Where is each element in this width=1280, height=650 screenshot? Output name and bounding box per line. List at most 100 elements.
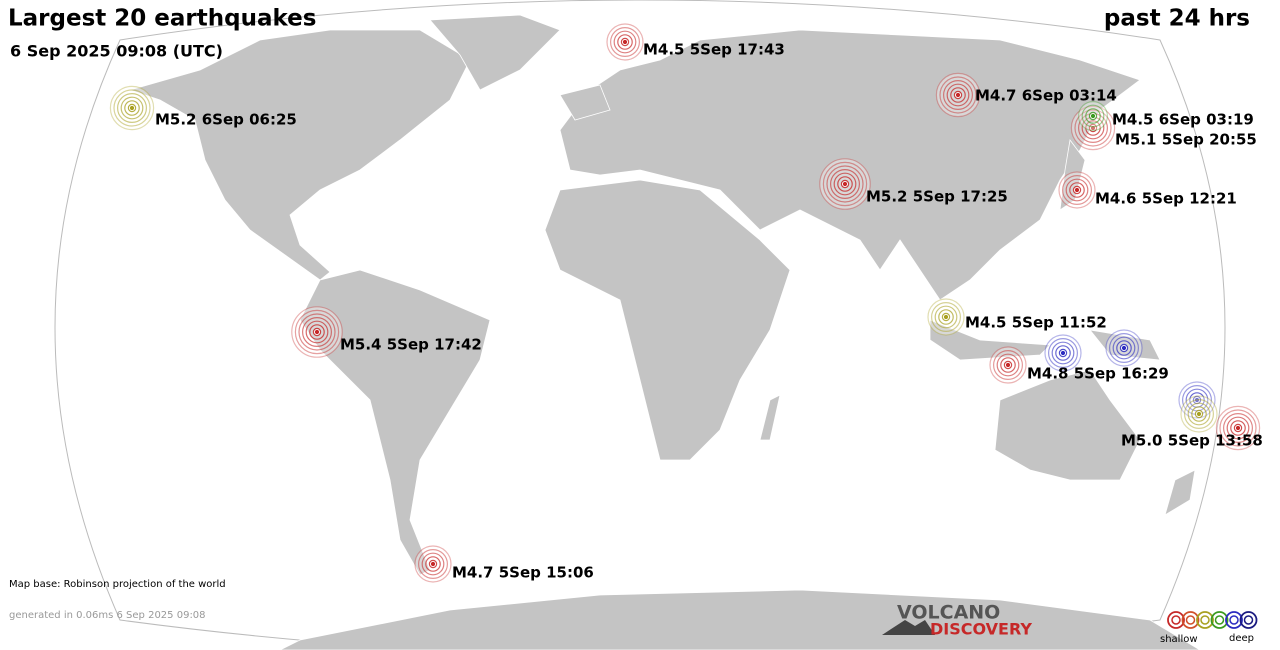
ring (1065, 178, 1089, 202)
quake-label: M4.5 6Sep 03:19 (1112, 111, 1254, 129)
quake (819, 158, 871, 210)
ring (833, 172, 857, 196)
ring (1230, 420, 1246, 436)
logo: VOLCANO DISCOVERY (882, 602, 1032, 639)
ring (421, 552, 445, 576)
quake (1180, 395, 1218, 433)
logo-line2: DISCOVERY (930, 620, 1032, 639)
quake (1044, 334, 1082, 372)
ring (1222, 413, 1253, 444)
quake-label: M4.5 5Sep 11:52 (965, 314, 1107, 332)
ring-center (1194, 397, 1200, 403)
ring (617, 34, 633, 50)
quake (989, 346, 1027, 384)
ring (1069, 182, 1085, 198)
ring-center (955, 92, 961, 98)
ring (1047, 338, 1078, 369)
quake-label: M5.2 6Sep 06:25 (155, 111, 297, 129)
logo-line1: VOLCANO (897, 602, 1000, 624)
ring (309, 324, 325, 340)
legend-ring (1243, 615, 1254, 625)
ring (418, 548, 449, 579)
land (128, 14, 1201, 650)
legend-ring (1214, 615, 1225, 625)
ring (826, 165, 864, 203)
quake (927, 298, 965, 336)
ring (1233, 423, 1243, 433)
ring (116, 92, 147, 123)
ring (1058, 348, 1068, 358)
ring (840, 179, 850, 189)
quake (1105, 329, 1143, 367)
ring (1194, 409, 1204, 419)
ring (1108, 333, 1139, 364)
ring (992, 350, 1023, 381)
ring (1219, 409, 1257, 447)
quake (109, 85, 155, 131)
ring (1187, 402, 1211, 426)
ring (1061, 175, 1092, 206)
ring (428, 559, 438, 569)
ring (953, 90, 963, 100)
legend-ring (1181, 611, 1200, 629)
ring (939, 76, 977, 114)
ring (1051, 341, 1075, 365)
ring (1000, 357, 1016, 373)
ring (829, 169, 860, 200)
legend: shallow deep (1160, 611, 1258, 645)
ring-center (1090, 113, 1096, 119)
ring (305, 320, 329, 344)
ring (930, 302, 961, 333)
quake (291, 306, 343, 358)
ring (1003, 360, 1013, 370)
quake-label: M4.8 5Sep 16:29 (1027, 365, 1169, 383)
legend-ring (1200, 615, 1210, 625)
ring (1055, 345, 1071, 361)
quake-label: M5.1 5Sep 20:55 (1115, 131, 1257, 149)
quake-label: M4.5 5Sep 17:43 (643, 41, 785, 59)
ring (113, 89, 151, 127)
ring (942, 79, 973, 110)
ring (1116, 340, 1132, 356)
ring-center (314, 329, 320, 335)
ring (950, 87, 966, 103)
ring (124, 100, 140, 116)
quake (935, 72, 981, 118)
title: Largest 20 earthquakes (8, 6, 316, 32)
ring-center (622, 39, 628, 45)
ring (294, 309, 340, 355)
quake-label: M4.7 5Sep 15:06 (452, 564, 594, 582)
legend-ring (1171, 615, 1181, 625)
ring (302, 317, 333, 348)
legend-ring (1229, 615, 1239, 625)
quake-label: M5.2 5Sep 17:25 (866, 188, 1008, 206)
ring-center (1196, 411, 1202, 417)
ring-center (943, 314, 949, 320)
ring (938, 309, 954, 325)
ring (1191, 406, 1207, 422)
ring-center (1005, 362, 1011, 368)
legend-shallow: shallow (1160, 634, 1198, 645)
quake (414, 545, 452, 583)
legend-ring (1196, 611, 1214, 629)
ring (312, 327, 322, 337)
ring (127, 103, 137, 113)
generated: generated in 0.06ms 6 Sep 2025 09:08 (9, 610, 206, 621)
quake-label: M4.7 6Sep 03:14 (975, 87, 1117, 105)
quake-label: M5.4 5Sep 17:42 (340, 336, 482, 354)
ring-center (430, 561, 436, 567)
ring (1085, 108, 1101, 124)
ring (941, 312, 951, 322)
ring (1088, 123, 1098, 133)
quake (1058, 171, 1096, 209)
ring (1074, 109, 1112, 147)
ring-center (1121, 345, 1127, 351)
legend-ring (1210, 611, 1229, 629)
quake-label: M5.0 5Sep 13:58 (1121, 432, 1263, 450)
ring (1183, 399, 1214, 430)
ring (1119, 343, 1129, 353)
map-base: Map base: Robinson projection of the wor… (9, 579, 226, 590)
legend-deep: deep (1229, 633, 1254, 644)
ring (613, 30, 637, 54)
